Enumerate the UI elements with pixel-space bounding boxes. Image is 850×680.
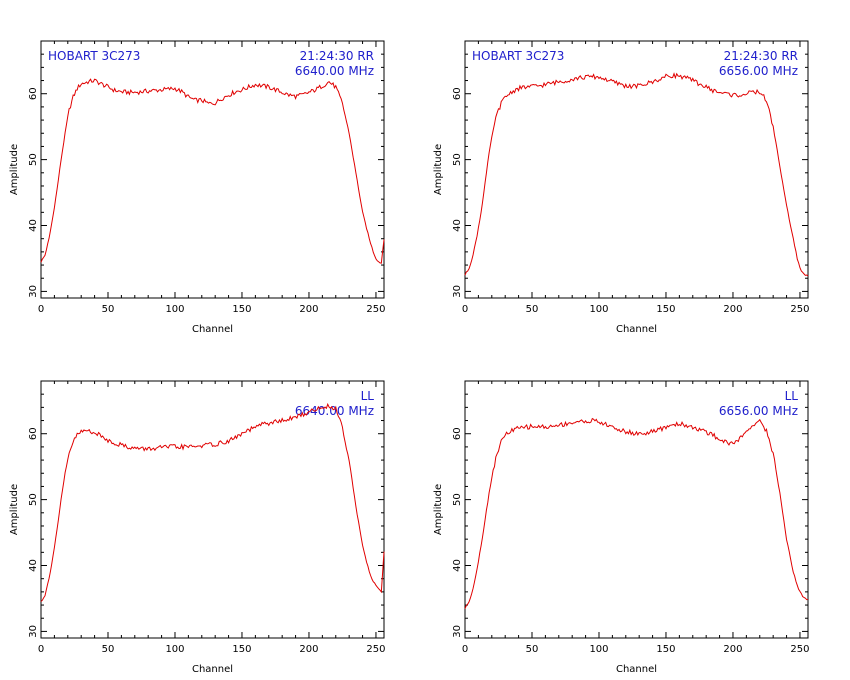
y-tick-label: 60 [28, 87, 39, 100]
y-axis-label: Amplitude [433, 484, 444, 535]
y-tick-label: 30 [452, 285, 463, 298]
frequency-annotation: 6640.00 MHz [295, 64, 374, 78]
x-tick-label: 200 [723, 644, 742, 655]
y-axis-label: Amplitude [9, 484, 20, 535]
frequency-annotation: 6656.00 MHz [719, 404, 798, 418]
y-tick-label: 30 [28, 625, 39, 638]
x-tick-label: 50 [526, 644, 539, 655]
x-tick-label: 0 [462, 644, 468, 655]
y-tick-label: 40 [28, 559, 39, 572]
frequency-annotation: 6656.00 MHz [719, 64, 798, 78]
spectrum-line [464, 72, 809, 277]
spectrum-line [40, 402, 385, 602]
y-axis-label: Amplitude [9, 144, 20, 195]
y-tick-label: 50 [28, 153, 39, 166]
x-axis-label: Channel [192, 324, 233, 335]
plot-frame [464, 40, 809, 299]
y-tick-label: 60 [452, 87, 463, 100]
spectrum-line [40, 78, 385, 264]
time-pol-annotation: 21:24:30 RR [300, 49, 374, 63]
plot-frame [40, 380, 385, 639]
time-pol-annotation: 21:24:30 RR [724, 49, 798, 63]
x-tick-label: 100 [165, 304, 184, 315]
plot-frame [40, 40, 385, 299]
x-tick-label: 200 [723, 304, 742, 315]
x-tick-label: 100 [589, 304, 608, 315]
x-tick-label: 100 [165, 644, 184, 655]
y-tick-label: 50 [452, 153, 463, 166]
spectrum-panel-4: 0 50 100 150 200 250 30 40 50 60 Channel Amplitude L… [433, 380, 810, 675]
x-tick-label: 50 [102, 644, 115, 655]
plot-frame [464, 380, 809, 639]
time-pol-annotation: LL [785, 389, 799, 403]
x-tick-label: 0 [462, 304, 468, 315]
x-tick-label: 250 [790, 644, 809, 655]
x-tick-label: 200 [299, 644, 318, 655]
x-tick-label: 150 [232, 304, 251, 315]
x-tick-label: 50 [526, 304, 539, 315]
time-pol-annotation: LL [361, 389, 375, 403]
x-tick-label: 150 [656, 644, 675, 655]
x-tick-label: 250 [790, 304, 809, 315]
source-annotation: HOBART 3C273 [472, 49, 564, 63]
x-tick-label: 50 [102, 304, 115, 315]
y-tick-label: 60 [452, 427, 463, 440]
x-tick-label: 250 [366, 304, 385, 315]
x-tick-label: 150 [656, 304, 675, 315]
x-axis-label: Channel [616, 664, 657, 675]
spectrum-panel-1: 0 50 100 150 200 250 30 40 50 60 Channel Amplitude H… [9, 40, 386, 335]
x-tick-label: 250 [366, 644, 385, 655]
y-tick-label: 40 [452, 219, 463, 232]
spectrum-panel-3: 0 50 100 150 200 250 30 40 50 60 Channel Amplitude L… [9, 380, 386, 675]
x-tick-label: 200 [299, 304, 318, 315]
y-tick-label: 60 [28, 427, 39, 440]
y-tick-label: 30 [452, 625, 463, 638]
source-annotation: HOBART 3C273 [48, 49, 140, 63]
x-axis-label: Channel [192, 664, 233, 675]
y-tick-label: 40 [28, 219, 39, 232]
spectrum-line [464, 417, 809, 609]
x-tick-label: 0 [38, 644, 44, 655]
frequency-annotation: 6640.00 MHz [295, 404, 374, 418]
y-tick-label: 50 [452, 493, 463, 506]
spectrum-panel-2: 0 50 100 150 200 250 30 40 50 60 Channel Amplitude H… [433, 40, 810, 335]
x-tick-label: 0 [38, 304, 44, 315]
y-tick-label: 50 [28, 493, 39, 506]
y-tick-label: 40 [452, 559, 463, 572]
y-axis-label: Amplitude [433, 144, 444, 195]
x-axis-label: Channel [616, 324, 657, 335]
x-tick-label: 150 [232, 644, 251, 655]
y-tick-label: 30 [28, 285, 39, 298]
x-tick-label: 100 [589, 644, 608, 655]
